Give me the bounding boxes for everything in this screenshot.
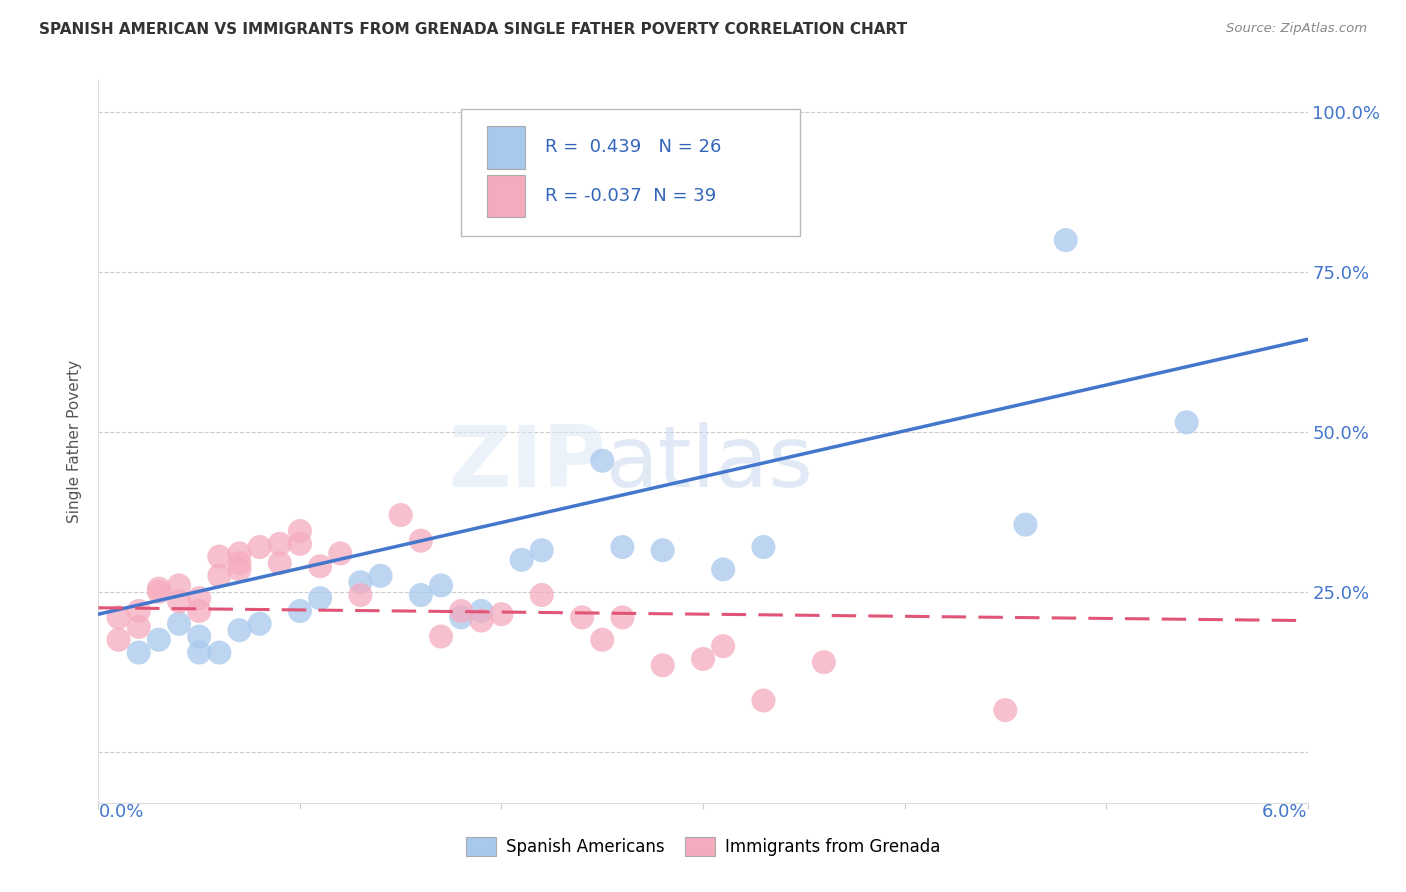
Legend: Spanish Americans, Immigrants from Grenada: Spanish Americans, Immigrants from Grena… (460, 830, 946, 863)
Point (651, 543, 673, 558)
Point (711, 639, 734, 653)
Point (208, 569, 231, 583)
Point (188, 630, 211, 644)
Point (188, 591, 211, 606)
FancyBboxPatch shape (461, 109, 800, 235)
Point (228, 546, 250, 560)
Point (208, 549, 231, 564)
Text: R = -0.037  N = 39: R = -0.037 N = 39 (544, 187, 716, 205)
Point (309, 559, 332, 574)
Point (510, 553, 533, 567)
Point (228, 556, 250, 570)
Point (591, 454, 613, 468)
Point (491, 607, 513, 622)
FancyBboxPatch shape (486, 126, 526, 169)
Point (107, 632, 129, 647)
Point (349, 575, 371, 590)
Point (612, 610, 634, 624)
Point (370, 569, 392, 583)
Point (188, 604, 211, 618)
Point (430, 630, 453, 644)
Point (450, 604, 472, 618)
Point (228, 562, 250, 576)
Point (591, 632, 613, 647)
Point (450, 610, 472, 624)
Point (309, 591, 332, 606)
Point (470, 614, 492, 628)
Point (994, 703, 1017, 717)
Text: ZIP: ZIP (449, 422, 606, 505)
Y-axis label: Single Father Poverty: Single Father Poverty (67, 360, 83, 523)
Point (752, 540, 775, 554)
Point (409, 588, 432, 602)
Point (208, 646, 231, 660)
Point (167, 594, 190, 608)
Point (288, 524, 311, 538)
Point (1014, 517, 1036, 532)
Point (530, 543, 553, 558)
Point (269, 556, 291, 570)
Point (430, 578, 453, 592)
Point (349, 588, 371, 602)
Point (148, 632, 170, 647)
Point (288, 604, 311, 618)
Point (249, 616, 271, 631)
Text: Source: ZipAtlas.com: Source: ZipAtlas.com (1226, 22, 1367, 36)
Point (167, 578, 190, 592)
Point (470, 604, 492, 618)
Point (167, 616, 190, 631)
Point (1054, 233, 1077, 247)
Point (128, 604, 150, 618)
Text: atlas: atlas (606, 422, 814, 505)
Point (288, 537, 311, 551)
Point (389, 508, 412, 522)
Point (269, 537, 291, 551)
Point (249, 540, 271, 554)
Text: 6.0%: 6.0% (1263, 803, 1308, 821)
Point (409, 533, 432, 548)
Point (1175, 415, 1198, 429)
Point (107, 610, 129, 624)
Text: 0.0%: 0.0% (98, 803, 143, 821)
Point (228, 623, 250, 637)
Point (571, 610, 593, 624)
Point (612, 540, 634, 554)
Point (752, 693, 775, 707)
Text: SPANISH AMERICAN VS IMMIGRANTS FROM GRENADA SINGLE FATHER POVERTY CORRELATION CH: SPANISH AMERICAN VS IMMIGRANTS FROM GREN… (39, 22, 907, 37)
Point (329, 546, 352, 560)
Point (813, 655, 835, 669)
Point (188, 646, 211, 660)
Text: R =  0.439   N = 26: R = 0.439 N = 26 (544, 138, 721, 156)
Point (692, 652, 714, 666)
Point (148, 584, 170, 599)
Point (530, 588, 553, 602)
Point (148, 582, 170, 596)
FancyBboxPatch shape (486, 175, 526, 217)
Point (128, 620, 150, 634)
Point (711, 562, 734, 576)
Point (651, 658, 673, 673)
Point (128, 646, 150, 660)
